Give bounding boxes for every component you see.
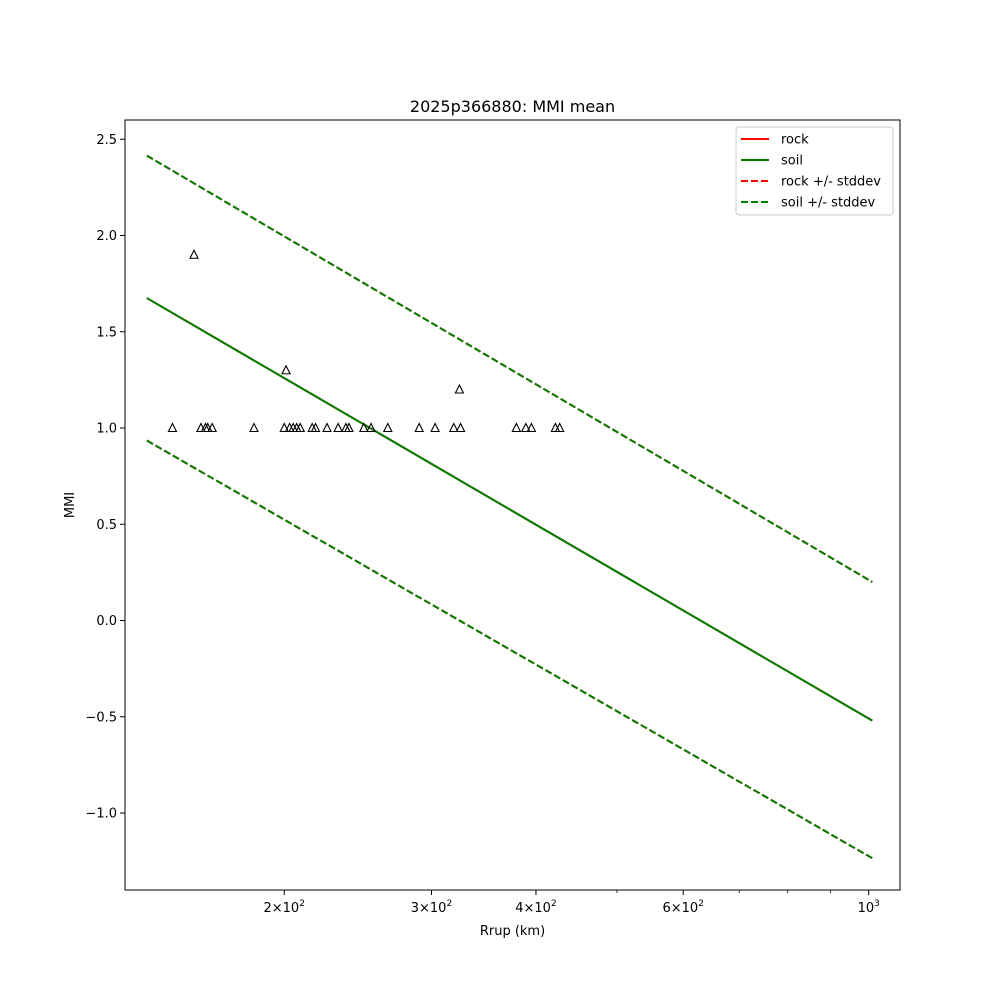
observation-point <box>249 422 259 433</box>
x-tick-label: 3×102 <box>411 899 452 916</box>
y-tick-label: 2.5 <box>96 133 117 148</box>
x-tick-label: 6×102 <box>662 899 703 916</box>
observation-point <box>526 422 537 433</box>
legend: rock soil rock +/- stddev soil +/- stddev <box>735 126 894 216</box>
x-tick-label: 4×102 <box>515 899 556 916</box>
y-tick-label: 1.0 <box>96 422 117 437</box>
observation-point <box>358 422 369 433</box>
observation-point <box>366 422 376 433</box>
y-axis-label: MMI <box>63 492 78 518</box>
observation-point <box>382 422 393 433</box>
chart-title: 2025p366880: MMI mean <box>410 97 615 116</box>
series-line-soil <box>146 297 873 722</box>
legend-entry: rock <box>781 133 809 148</box>
x-tick-label: 103 <box>858 899 880 916</box>
plot-area <box>146 154 873 860</box>
axes: 2×102 3×102 4×102 6×102 103 2.5 2.0 1.5 1.0 0.5 0.… <box>85 119 901 916</box>
legend-entry: soil +/- stddev <box>781 196 876 211</box>
observation-point <box>511 422 522 433</box>
observation-point <box>448 422 459 433</box>
observation-point <box>167 422 178 433</box>
legend-entry: rock +/- stddev <box>781 175 881 190</box>
observation-point <box>333 422 344 433</box>
observation-point <box>279 422 290 433</box>
observation-point <box>554 422 565 433</box>
legend-box <box>735 126 894 216</box>
y-tick-label: 0.5 <box>96 518 117 533</box>
y-tick-label: 0.0 <box>96 614 117 629</box>
observation-point <box>414 422 425 433</box>
series-line-soil-stddev-upper <box>146 154 873 583</box>
observation-point <box>454 383 465 394</box>
observation-point <box>344 422 354 433</box>
observation-point <box>520 422 531 433</box>
plot-frame <box>124 119 901 891</box>
y-tick-label: 1.5 <box>96 325 117 340</box>
observation-point <box>189 249 199 259</box>
observation-point <box>322 422 332 433</box>
observation-point <box>281 364 291 375</box>
observation-point <box>207 422 218 433</box>
y-tick-label: 2.0 <box>96 229 117 244</box>
observation-point <box>295 422 306 433</box>
observation-point <box>310 422 321 433</box>
observation-point <box>430 422 440 433</box>
x-tick-label: 2×102 <box>264 899 305 916</box>
observation-point <box>455 422 466 433</box>
legend-entry: soil <box>781 154 803 169</box>
y-tick-label: −1.0 <box>85 807 117 822</box>
x-axis-label: Rrup (km) <box>480 924 545 939</box>
y-tick-label: −0.5 <box>85 710 117 725</box>
